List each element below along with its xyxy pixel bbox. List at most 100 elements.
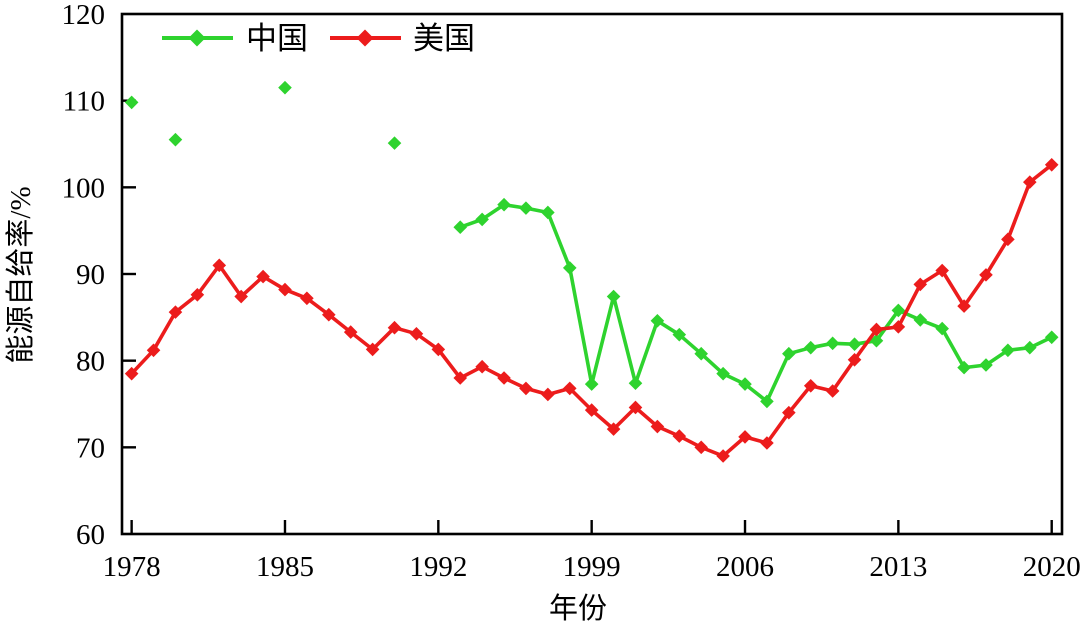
china-data-point — [475, 212, 489, 227]
usa-data-point — [694, 440, 709, 455]
usa-data-point — [760, 436, 774, 450]
china-data-point — [694, 346, 709, 361]
china-data-point — [803, 340, 818, 355]
china-data-point — [628, 376, 643, 390]
china-data-point — [168, 132, 183, 147]
x-tick-label: 1999 — [563, 551, 621, 583]
y-tick-label: 80 — [76, 346, 105, 378]
x-axis: 1978 1985 1992 1999 2006 2013 2020 — [103, 520, 1080, 583]
legend-item-china: 中国 — [162, 21, 308, 56]
x-tick-label: 2013 — [869, 551, 927, 583]
y-tick-label: 100 — [62, 172, 106, 204]
china-series-line — [458, 202, 1054, 404]
china-data-point — [278, 80, 292, 95]
x-tick-label: 2020 — [1023, 551, 1080, 583]
china-legend-diamond-icon — [188, 29, 206, 47]
y-axis: 60 70 80 90 100 110 120 — [62, 0, 136, 551]
usa-data-point — [519, 381, 533, 396]
usa-data-point — [365, 342, 380, 357]
china-data-point — [957, 360, 971, 375]
china-data-point — [1044, 330, 1059, 345]
china-data-point — [387, 136, 402, 150]
usa-data-point — [979, 268, 993, 282]
usa-data-point — [300, 291, 314, 306]
china-data-point — [782, 346, 796, 361]
usa-data-point — [606, 422, 621, 436]
usa-data-point — [825, 384, 840, 398]
china-data-point — [913, 313, 928, 327]
usa-data-point — [146, 343, 161, 358]
china-data-point — [979, 358, 993, 372]
x-axis-title: 年份 — [549, 592, 607, 625]
x-tick-label: 2006 — [716, 551, 774, 583]
china-data-point — [672, 327, 687, 342]
y-tick-label: 60 — [76, 519, 105, 551]
usa-data-point — [1001, 232, 1015, 247]
china-data-point — [1022, 340, 1037, 355]
usa-data-point — [672, 429, 687, 443]
usa-data-point — [212, 258, 227, 273]
usa-data-point — [869, 322, 884, 337]
usa-data-point — [650, 419, 665, 434]
usa-data-point — [497, 371, 511, 385]
usa-data-point — [957, 299, 971, 313]
series-layer — [124, 80, 1059, 463]
china-data-point — [847, 337, 862, 351]
china-legend-label: 中国 — [246, 21, 308, 56]
usa-data-point — [409, 327, 424, 341]
china-data-point — [124, 95, 139, 110]
usa-data-point — [234, 289, 248, 304]
china-data-point — [716, 366, 730, 381]
usa-data-point — [913, 277, 928, 292]
china-data-point — [606, 289, 621, 304]
usa-data-point — [803, 379, 818, 393]
y-tick-label: 70 — [76, 432, 105, 464]
usa-data-point — [541, 387, 555, 402]
legend-item-usa: 美国 — [330, 21, 475, 56]
usa-data-point — [387, 320, 402, 335]
china-data-point — [738, 377, 752, 391]
usa-data-point — [1044, 158, 1059, 172]
usa-data-point — [891, 320, 906, 334]
china-data-point — [825, 336, 840, 351]
usa-data-point — [847, 353, 862, 367]
china-data-point — [650, 314, 665, 328]
china-data-point — [1001, 343, 1015, 358]
china-data-point — [497, 197, 511, 212]
x-tick-label: 1985 — [256, 551, 314, 583]
usa-data-point — [782, 405, 796, 420]
usa-data-point — [475, 359, 489, 374]
china-data-point — [935, 321, 949, 336]
usa-data-point — [278, 282, 292, 297]
china-data-point — [453, 220, 468, 234]
x-tick-label: 1992 — [409, 551, 467, 583]
y-tick-label: 120 — [62, 0, 106, 31]
china-data-point — [519, 201, 533, 215]
china-data-point — [562, 261, 577, 275]
china-data-point — [541, 205, 555, 220]
usa-data-point — [124, 366, 139, 381]
usa-data-point — [628, 400, 643, 415]
usa-data-point — [431, 342, 446, 357]
legend: 中国 美国 — [162, 21, 475, 56]
y-tick-label: 110 — [63, 86, 105, 118]
usa-legend-label: 美国 — [413, 21, 475, 56]
usa-legend-diamond-icon — [356, 29, 374, 47]
x-tick-label: 1978 — [103, 551, 161, 583]
usa-data-point — [1022, 175, 1037, 189]
china-data-point — [584, 377, 599, 391]
y-tick-label: 90 — [76, 259, 105, 291]
usa-data-point — [343, 325, 358, 339]
usa-data-point — [168, 305, 183, 319]
usa-data-point — [190, 288, 205, 302]
china-data-point — [760, 394, 774, 409]
usa-data-point — [935, 263, 949, 278]
usa-data-point — [562, 381, 577, 396]
usa-data-point — [716, 449, 730, 463]
usa-data-point — [738, 430, 752, 444]
usa-data-point — [256, 269, 270, 284]
usa-data-point — [453, 371, 468, 385]
usa-data-point — [321, 307, 336, 322]
